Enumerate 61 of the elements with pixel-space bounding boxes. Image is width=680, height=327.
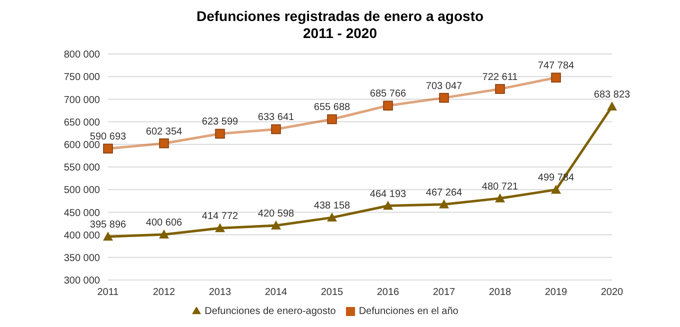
data-label: 703 047 [426,80,463,92]
data-label: 438 158 [314,200,351,212]
x-tick-label: 2017 [432,287,456,298]
y-tick-label: 400 000 [64,230,100,242]
x-tick-label: 2014 [264,287,288,298]
data-label: 420 598 [258,208,295,220]
point [327,114,337,124]
data-label: 467 264 [426,187,463,198]
data-label: 685 766 [370,88,407,100]
data-label: 480 721 [482,181,519,192]
y-tick-label: 500 000 [64,185,100,196]
chart-subtitle: 2011 - 2020 [302,25,378,42]
y-tick-label: 300 000 [64,276,100,287]
point [495,84,505,94]
y-tick-label: 600 000 [64,140,100,151]
y-tick-label: 650 000 [64,117,100,128]
point [383,200,393,210]
point [271,220,281,230]
point [103,232,113,241]
y-tick-label: 800 000 [64,50,100,61]
data-label: 414 772 [202,211,239,222]
point [495,193,505,202]
data-label: 722 611 [482,72,518,83]
y-tick-label: 750 000 [64,72,100,84]
point [439,199,449,208]
point [327,212,337,222]
data-label: 464 193 [370,188,407,200]
point [383,100,393,111]
point [215,223,225,232]
y-tick-label: 550 000 [64,162,100,174]
data-label: 747 784 [538,60,575,72]
x-tick-label: 2012 [152,287,176,298]
legend-label: Defunciones de enero-agosto [204,306,336,317]
point [551,184,561,194]
x-tick-label: 2015 [320,287,344,298]
y-tick-label: 350 000 [64,252,100,264]
y-tick-label: 450 000 [64,208,100,219]
data-label: 633 641 [258,112,295,124]
x-tick-label: 2020 [600,287,624,298]
point [159,138,169,148]
y-tick-label: 700 000 [64,94,100,106]
data-label: 400 606 [146,218,183,229]
data-label: 655 688 [314,102,351,114]
x-tick-label: 2016 [376,287,400,298]
x-tick-label: 2013 [208,287,232,298]
point [271,124,281,134]
data-label: 395 896 [90,220,127,231]
x-tick-label: 2018 [488,287,512,298]
point [551,72,561,82]
point [159,230,169,239]
data-label: 683 823 [594,90,631,101]
data-label: 602 354 [146,126,183,138]
x-tick-label: 2019 [544,287,568,298]
x-tick-label: 2011 [97,287,120,298]
chart-title: Defunciones registradas de enero a agosto [195,8,485,25]
data-label: 623 599 [202,116,239,128]
point [607,102,617,111]
legend-label: Defunciones en el año [358,306,458,317]
point [103,144,113,154]
point [215,128,225,139]
point [439,92,449,103]
